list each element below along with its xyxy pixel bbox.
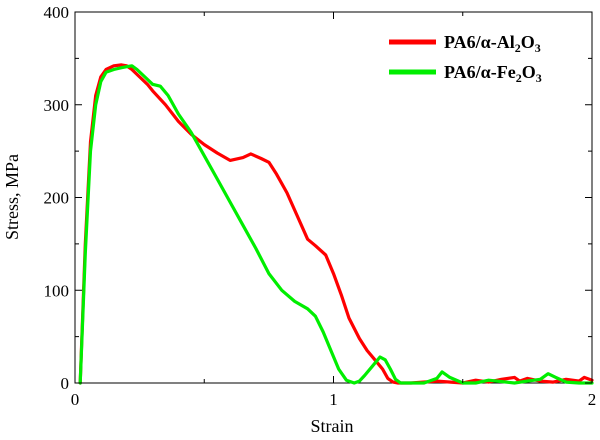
- legend: PA6/α-Al2O3 PA6/α-Fe2O3: [389, 32, 542, 85]
- x-tick-label: 0: [71, 390, 80, 409]
- x-axis-ticks: 0 1 2: [71, 12, 597, 409]
- series-line-1: [78, 63, 594, 385]
- y-axis-title: Stress, MPa: [2, 154, 22, 240]
- y-axis-ticks: 0 100 200 300 400: [44, 3, 592, 393]
- y-tick-label: 400: [44, 3, 70, 22]
- x-tick-label: 1: [329, 390, 338, 409]
- y-tick-label: 0: [61, 374, 70, 393]
- x-tick-label: 2: [588, 390, 597, 409]
- x-axis-title: Strain: [311, 416, 354, 436]
- y-tick-label: 200: [44, 189, 70, 208]
- legend-label-2: PA6/α-Fe2O3: [444, 62, 542, 85]
- y-tick-label: 300: [44, 96, 70, 115]
- series-layer: [78, 63, 594, 385]
- legend-label-1: PA6/α-Al2O3: [444, 32, 541, 55]
- y-tick-label: 100: [44, 281, 70, 300]
- series-line-2: [78, 64, 594, 385]
